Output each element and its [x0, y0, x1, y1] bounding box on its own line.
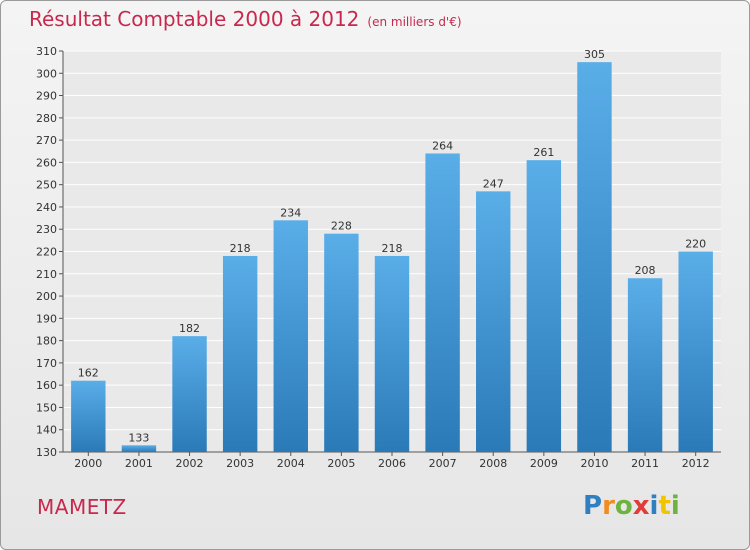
x-tick-label-2002: 2002 [176, 457, 204, 470]
x-tick-label-2006: 2006 [378, 457, 406, 470]
bar-2010 [577, 62, 612, 453]
y-tick-label: 180 [36, 335, 57, 348]
y-tick-label: 150 [36, 401, 57, 414]
logo-letter: i [649, 491, 659, 521]
y-tick-label: 170 [36, 357, 57, 370]
data-label-2011: 208 [635, 264, 656, 277]
bar-2000 [71, 380, 106, 452]
bar-2001 [121, 445, 157, 452]
bar-2012 [678, 251, 713, 452]
data-label-2007: 264 [432, 139, 453, 152]
data-label-2005: 228 [331, 220, 352, 233]
x-tick-label-2008: 2008 [479, 457, 507, 470]
y-tick-label: 250 [36, 179, 57, 192]
bar-2007 [425, 153, 460, 452]
y-tick-label: 220 [36, 246, 57, 259]
y-tick-label: 190 [36, 312, 57, 325]
y-tick-label: 260 [36, 156, 57, 169]
bar-2003 [222, 255, 258, 452]
data-label-2008: 247 [483, 177, 504, 190]
y-tick-label: 300 [36, 67, 57, 80]
y-tick-label: 230 [36, 223, 57, 236]
chart-title: Résultat Comptable 2000 à 2012 (en millie… [29, 7, 462, 31]
data-label-2003: 218 [230, 242, 251, 255]
bar-2005 [324, 233, 359, 452]
data-label-2006: 218 [382, 242, 403, 255]
y-tick-label: 200 [36, 290, 57, 303]
x-tick-label-2004: 2004 [277, 457, 305, 470]
y-tick-label: 160 [36, 379, 57, 392]
logo-letter: x [632, 491, 650, 521]
bar-2004 [273, 220, 308, 452]
data-label-2012: 220 [685, 238, 706, 251]
x-tick-label-2009: 2009 [530, 457, 558, 470]
logo-letter: i [670, 491, 680, 521]
data-label-2000: 162 [78, 367, 99, 380]
data-label-2010: 305 [584, 48, 605, 61]
proxiti-logo: Proxiti [583, 491, 680, 521]
y-tick-label: 240 [36, 201, 57, 214]
logo-letter: o [614, 491, 633, 521]
bar-2006 [374, 255, 410, 452]
y-tick-label: 280 [36, 112, 57, 125]
commune-name: MAMETZ [37, 495, 127, 519]
x-tick-label-2000: 2000 [74, 457, 102, 470]
bar-2009 [526, 160, 562, 452]
y-tick-label: 140 [36, 424, 57, 437]
bar-2008 [476, 191, 511, 452]
data-label-2009: 261 [533, 146, 554, 159]
x-tick-label-2012: 2012 [682, 457, 710, 470]
bar-2011 [627, 278, 663, 452]
logo-letter: P [583, 491, 603, 521]
x-tick-label-2007: 2007 [429, 457, 457, 470]
x-tick-label-2001: 2001 [125, 457, 153, 470]
bar-2002 [172, 336, 207, 452]
logo-letter: r [602, 491, 615, 521]
chart-subtitle: (en milliers d'€) [367, 15, 462, 29]
y-tick-label: 210 [36, 268, 57, 281]
y-tick-label: 290 [36, 90, 57, 103]
x-tick-label-2005: 2005 [327, 457, 355, 470]
data-label-2001: 133 [128, 431, 149, 444]
y-tick-label: 310 [36, 45, 57, 58]
y-tick-label: 270 [36, 134, 57, 147]
y-tick-label: 130 [36, 446, 57, 459]
data-label-2004: 234 [280, 206, 301, 219]
x-tick-label-2011: 2011 [631, 457, 659, 470]
x-tick-label-2010: 2010 [580, 457, 608, 470]
data-label-2002: 182 [179, 322, 200, 335]
x-tick-label-2003: 2003 [226, 457, 254, 470]
logo-letter: t [658, 491, 671, 521]
chart-title-text: Résultat Comptable 2000 à 2012 [29, 7, 360, 31]
